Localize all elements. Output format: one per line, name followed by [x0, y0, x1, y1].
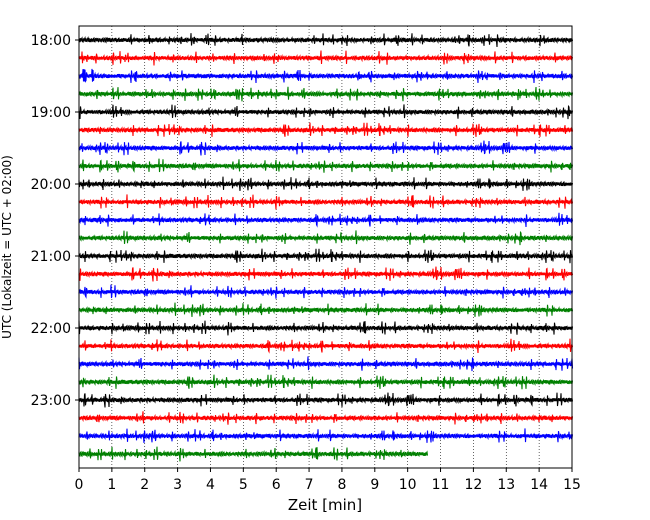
trace-2015	[78, 194, 574, 210]
y-tick-label: 19:00	[31, 105, 71, 121]
trace-1900	[78, 104, 574, 120]
trace-2045	[78, 230, 574, 246]
trace-2000	[78, 176, 574, 191]
grid-lines	[111, 26, 540, 468]
trace-2200	[78, 320, 574, 336]
x-tick-label: 13	[497, 477, 515, 493]
y-tick-label: 18:00	[31, 33, 71, 49]
trace-2230	[78, 356, 574, 372]
trace-1830	[78, 68, 574, 84]
trace-2300	[78, 392, 574, 408]
x-tick-label: 7	[305, 477, 314, 493]
x-tick-label: 9	[370, 477, 379, 493]
x-tick-label: 3	[173, 477, 182, 493]
x-tick-label: 14	[530, 477, 548, 493]
plot-frame	[78, 25, 573, 469]
trace-2115	[78, 266, 574, 282]
y-tick-label: 21:00	[31, 249, 71, 265]
x-tick-label: 15	[563, 477, 581, 493]
seismic-traces	[78, 33, 574, 462]
x-tick-label: 6	[272, 477, 281, 493]
y-tick-label: 23:00	[31, 393, 71, 409]
trace-2130	[78, 284, 574, 299]
x-tick-label: 10	[399, 477, 417, 493]
trace-2030	[78, 212, 574, 228]
trace-2345	[78, 446, 429, 462]
trace-2330	[78, 428, 574, 443]
trace-2245	[78, 374, 574, 390]
trace-1800	[78, 33, 574, 48]
x-axis-label: Zeit [min]	[288, 496, 362, 514]
y-axis-label: UTC (Lokalzeit = UTC + 02:00)	[0, 155, 14, 339]
trace-2100	[78, 248, 574, 264]
x-tick-label: 5	[239, 477, 248, 493]
trace-1930	[78, 140, 574, 156]
x-tick-label: 4	[206, 477, 215, 493]
x-tick-label: 2	[140, 477, 149, 493]
trace-2145	[78, 302, 574, 317]
x-axis-ticks: 0 1 2 3 4 5 6 7 8 9 10 11 12 13 14 15	[75, 468, 581, 493]
x-tick-label: 8	[337, 477, 346, 493]
x-tick-label: 12	[464, 477, 482, 493]
trace-1945	[78, 158, 574, 173]
y-axis-ticks: 18:00 19:00 20:00 21:00 22:00 23:00	[31, 33, 79, 409]
trace-1915	[78, 122, 574, 137]
y-tick-label: 22:00	[31, 321, 71, 337]
trace-1845	[78, 86, 574, 102]
x-tick-label: 1	[107, 477, 116, 493]
x-tick-label: 11	[432, 477, 450, 493]
trace-2315	[78, 411, 574, 425]
trace-1815	[78, 50, 574, 66]
x-tick-label: 0	[75, 477, 84, 493]
y-tick-label: 20:00	[31, 177, 71, 193]
trace-2215	[78, 338, 574, 354]
